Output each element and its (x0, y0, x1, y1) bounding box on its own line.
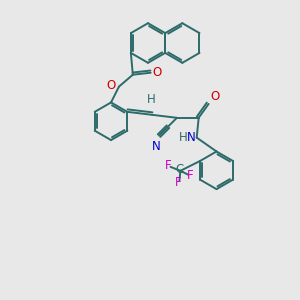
Text: F: F (175, 176, 182, 189)
Text: O: O (153, 66, 162, 79)
Text: C: C (175, 163, 184, 176)
Text: F: F (187, 169, 194, 182)
Text: O: O (107, 79, 116, 92)
Text: N: N (152, 140, 161, 153)
Text: F: F (165, 159, 172, 172)
Text: H: H (179, 131, 188, 144)
Text: H: H (147, 93, 155, 106)
Text: O: O (211, 90, 220, 103)
Text: N: N (187, 131, 196, 144)
